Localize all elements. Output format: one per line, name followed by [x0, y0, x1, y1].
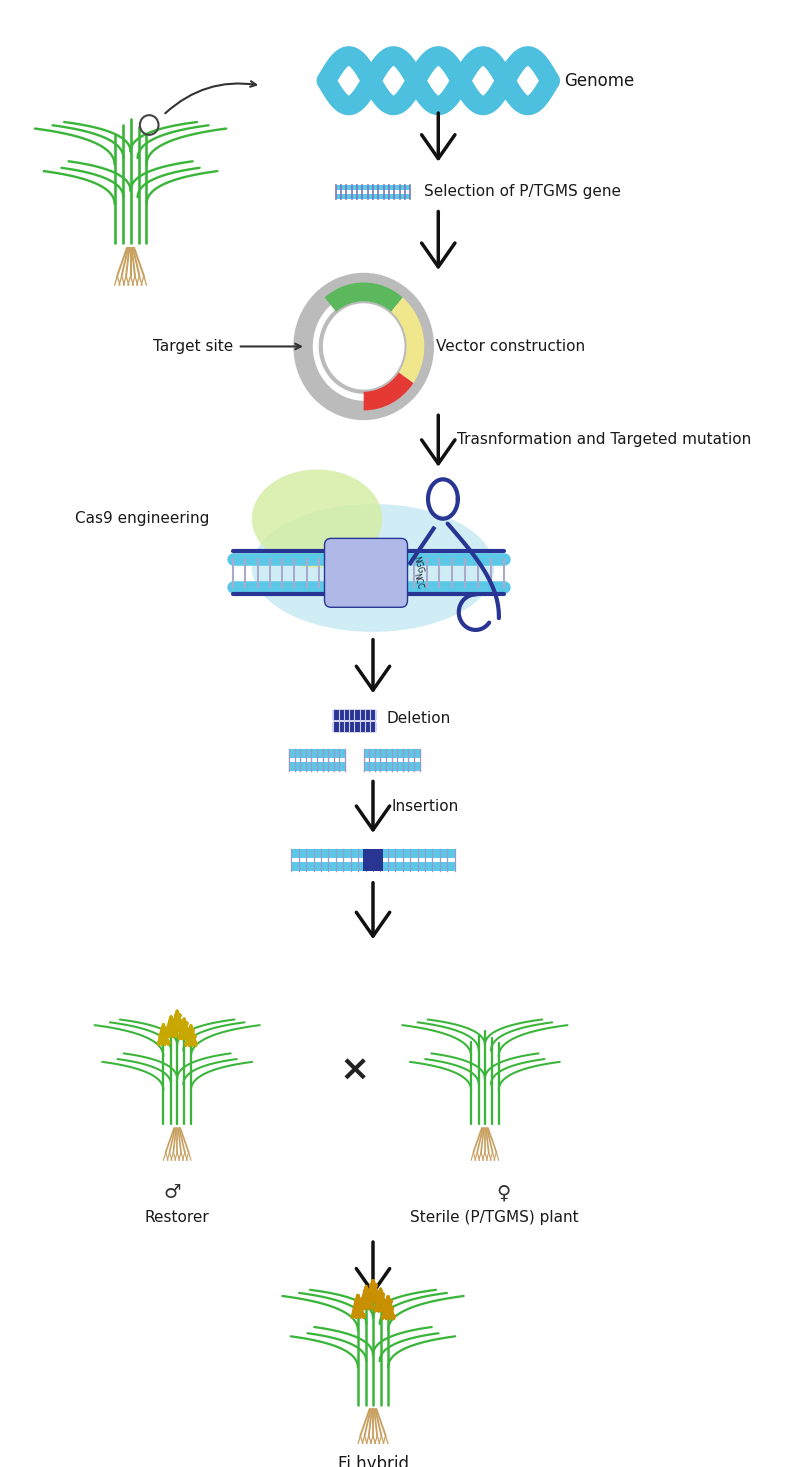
Text: Deletion: Deletion: [387, 711, 451, 726]
Circle shape: [321, 301, 406, 392]
Bar: [289, 750, 345, 758]
Text: Cas9 engineering: Cas9 engineering: [74, 511, 209, 527]
Bar: [364, 761, 420, 770]
Text: NCC: NCC: [411, 572, 424, 590]
Text: Restorer: Restorer: [145, 1210, 210, 1225]
Text: Vector construction: Vector construction: [437, 339, 586, 354]
Text: NGG: NGG: [411, 556, 424, 575]
Text: Insertion: Insertion: [392, 798, 459, 814]
Bar: [291, 849, 454, 858]
Wedge shape: [364, 373, 414, 411]
Text: ♀: ♀: [497, 1184, 510, 1203]
Ellipse shape: [252, 505, 494, 632]
Bar: [336, 185, 410, 189]
FancyBboxPatch shape: [325, 538, 407, 607]
Text: Genome: Genome: [564, 72, 634, 89]
Text: Target site: Target site: [153, 339, 233, 354]
Bar: [336, 194, 410, 200]
Text: Selection of P/TGMS gene: Selection of P/TGMS gene: [424, 185, 622, 200]
Wedge shape: [391, 298, 424, 383]
Bar: [362, 849, 383, 871]
Wedge shape: [325, 283, 402, 312]
Ellipse shape: [252, 469, 382, 568]
Text: Trasnformation and Targeted mutation: Trasnformation and Targeted mutation: [457, 433, 751, 447]
Text: Sterile (P/TGMS) plant: Sterile (P/TGMS) plant: [410, 1210, 578, 1225]
Bar: [291, 863, 454, 871]
Text: ×: ×: [339, 1053, 370, 1087]
Bar: [364, 750, 420, 758]
Bar: [334, 710, 375, 719]
Text: Fi hybrid: Fi hybrid: [338, 1455, 409, 1467]
Bar: [289, 761, 345, 770]
Text: ♂: ♂: [164, 1184, 182, 1203]
Bar: [334, 722, 375, 732]
